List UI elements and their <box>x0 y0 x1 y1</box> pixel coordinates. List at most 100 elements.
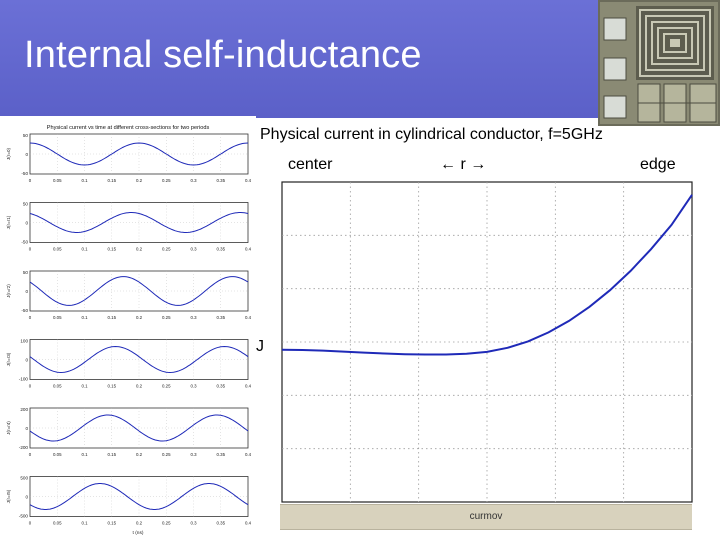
panel-x-tick-label: 0 <box>29 384 32 389</box>
panel-x-tick-label: 0.3 <box>190 247 197 252</box>
panel-current-wave <box>29 212 249 233</box>
panel-y-axis-label: J(r=r1) <box>6 215 11 229</box>
panel-x-tick-label: 0 <box>29 247 32 252</box>
panel-x-tick-label: 0.35 <box>216 452 225 457</box>
panel-x-tick-label: 0.25 <box>162 178 171 183</box>
panel-x-tick-label: 0.35 <box>216 178 225 183</box>
panel-x-tick-label: 0.05 <box>53 384 62 389</box>
panel-x-tick-label: 0.35 <box>216 384 225 389</box>
panel-x-tick-label: 0.15 <box>107 384 116 389</box>
panel-y-tick-label: -50 <box>21 171 28 176</box>
panel-x-tick-label: 0.25 <box>162 247 171 252</box>
panel-x-tick-label: 0.05 <box>53 521 62 526</box>
center-label: center <box>288 156 333 173</box>
panel-x-tick-label: 0.3 <box>190 178 197 183</box>
panel-current-wave <box>29 345 249 374</box>
panel-x-tick-label: 0 <box>29 315 32 320</box>
panel-y-tick-label: 50 <box>23 202 29 207</box>
panel-x-tick-label: 0.2 <box>136 452 143 457</box>
panel-x-tick-label: 0.3 <box>190 384 197 389</box>
panel-y-tick-label: 200 <box>20 407 28 412</box>
panel-y-axis-label: J(r=r4) <box>6 421 11 435</box>
panel-x-tick-label: 0 <box>29 521 32 526</box>
panel-x-tick-label: 0.25 <box>162 384 171 389</box>
panel-current-wave <box>29 142 249 166</box>
panel-current-wave <box>29 483 249 510</box>
panel-y-tick-label: -100 <box>19 377 29 382</box>
panel-x-tick-label: 0.2 <box>136 178 143 183</box>
panel-y-tick-label: 0 <box>25 289 28 294</box>
panel-x-tick-label: 0.1 <box>81 178 88 183</box>
panel-y-tick-label: -200 <box>19 445 29 450</box>
current-density-series-line <box>281 194 693 356</box>
panel-x-tick-label: 0.2 <box>136 521 143 526</box>
panel-x-tick-label: 0.15 <box>107 521 116 526</box>
panel-x-tick-label: 0.1 <box>81 521 88 526</box>
panel-x-tick-label: 0.05 <box>53 315 62 320</box>
panel-y-tick-label: -50 <box>21 308 28 313</box>
figure-x-axis-label: t (ns) <box>133 530 144 536</box>
panel-x-tick-label: 0.15 <box>107 247 116 252</box>
status-bar-label: curmov <box>469 511 503 522</box>
panel-x-tick-label: 0.1 <box>81 384 88 389</box>
panel-y-tick-label: 100 <box>20 339 28 344</box>
panel-x-tick-label: 0.1 <box>81 315 88 320</box>
panel-x-tick-label: 0.2 <box>136 315 143 320</box>
figure-background <box>0 116 256 540</box>
panel-x-tick-label: 0.1 <box>81 247 88 252</box>
panel-y-axis-label: J(r=r5) <box>6 489 11 503</box>
panel-x-tick-label: 0.05 <box>53 178 62 183</box>
panel-x-tick-label: 0.4 <box>245 178 252 183</box>
panel-x-tick-label: 0.3 <box>190 452 197 457</box>
panel-x-tick-label: 0.2 <box>136 247 143 252</box>
chip-photo <box>598 0 720 126</box>
panel-x-tick-label: 0.4 <box>245 315 252 320</box>
panel-y-axis-label: J(r=r3) <box>6 352 11 366</box>
panel-x-tick-label: 0.4 <box>245 452 252 457</box>
plot-caption: Physical current in cylindrical conducto… <box>260 126 603 143</box>
panel-current-wave <box>29 414 249 442</box>
panel-y-tick-label: -50 <box>21 240 28 245</box>
panel-y-tick-label: 500 <box>20 476 28 481</box>
panel-x-tick-label: 0.25 <box>162 452 171 457</box>
panel-y-axis-label: J(r=r2) <box>6 284 11 298</box>
radius-arrow-label: ← r → <box>440 156 487 173</box>
panel-x-tick-label: 0.1 <box>81 452 88 457</box>
figure-title: Physical current vs time at different cr… <box>47 125 210 131</box>
current-vs-time-figure: Physical current vs time at different cr… <box>0 116 256 540</box>
panel-current-wave <box>29 276 249 306</box>
panel-x-tick-label: 0.35 <box>216 521 225 526</box>
panel-x-tick-label: 0.35 <box>216 315 225 320</box>
panel-x-tick-label: 0.4 <box>245 521 252 526</box>
panel-x-tick-label: 0 <box>29 452 32 457</box>
current-density-plot <box>281 181 693 503</box>
panel-y-tick-label: 0 <box>25 495 28 500</box>
panel-y-tick-label: 0 <box>25 221 28 226</box>
panel-y-axis-label: J(r=0) <box>6 147 11 160</box>
panel-x-tick-label: 0.25 <box>162 521 171 526</box>
edge-label: edge <box>640 156 676 173</box>
panel-y-tick-label: 0 <box>25 358 28 363</box>
panel-x-tick-label: 0.15 <box>107 178 116 183</box>
plot-frame <box>281 181 693 503</box>
panel-y-tick-label: 0 <box>25 152 28 157</box>
current-density-label: J <box>256 338 264 355</box>
panel-y-tick-label: 0 <box>25 426 28 431</box>
panel-x-tick-label: 0.4 <box>245 384 252 389</box>
panel-y-tick-label: 50 <box>23 270 29 275</box>
panel-y-tick-label: 50 <box>23 133 29 138</box>
slide-title: Internal self-inductance <box>24 34 422 76</box>
panel-x-tick-label: 0 <box>29 178 32 183</box>
panel-x-tick-label: 0.2 <box>136 384 143 389</box>
panel-x-tick-label: 0.35 <box>216 247 225 252</box>
panel-x-tick-label: 0.05 <box>53 452 62 457</box>
panel-x-tick-label: 0.25 <box>162 315 171 320</box>
panel-x-tick-label: 0.3 <box>190 521 197 526</box>
panel-x-tick-label: 0.15 <box>107 315 116 320</box>
panel-x-tick-label: 0.4 <box>245 247 252 252</box>
plot-window-status-bar: curmov <box>280 504 692 530</box>
panel-x-tick-label: 0.3 <box>190 315 197 320</box>
panel-x-tick-label: 0.15 <box>107 452 116 457</box>
panel-x-tick-label: 0.05 <box>53 247 62 252</box>
panel-y-tick-label: -500 <box>19 514 29 519</box>
